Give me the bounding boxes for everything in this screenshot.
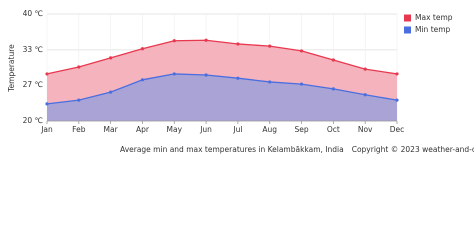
chart: Temperature Average min and max temperat… [7,9,474,154]
point [299,49,304,53]
x-tick-label: Mar [104,125,119,134]
x-tick-label: Aug [262,125,277,134]
point [109,90,113,94]
point [77,98,81,102]
x-tick-label: Apr [136,125,150,134]
x-tick-label: Feb [72,125,86,134]
legend-label: Min temp [415,25,451,34]
point [331,87,335,91]
point [236,42,240,46]
point [363,93,367,97]
caption: Average min and max temperatures in Kela… [120,145,344,154]
y-tick-label: 40 ℃ [23,9,43,18]
point [236,76,240,80]
x-tick-label: Jan [40,125,53,134]
point [172,39,176,43]
point [204,38,208,42]
point [109,56,113,60]
y-tick-label: 27 ℃ [23,80,43,89]
line [46,73,398,105]
point [45,72,49,76]
point [45,102,49,106]
copyright: Copyright © 2023 weather-and-climate.com [352,145,474,154]
point [172,72,176,76]
point [77,65,81,69]
x-tick-label: Oct [327,125,340,134]
point [299,82,304,86]
legend-swatch [404,14,411,22]
point [363,67,367,71]
point [268,80,272,84]
point [140,47,145,51]
x-tick-label: Sep [294,125,308,134]
point [331,58,335,62]
point [140,78,145,82]
legend-label: Max temp [415,13,453,22]
point [395,98,399,102]
x-tick-label: May [167,125,183,134]
y-tick-label: 20 ℃ [23,116,43,125]
point [268,44,272,48]
y-axis-label: Temperature [7,44,16,93]
x-tick-label: Jun [199,125,212,134]
x-tick-label: Jul [232,125,242,134]
x-tick-label: Nov [358,125,373,134]
y-tick-label: 33 ℃ [23,45,43,54]
x-tick-label: Dec [390,125,405,134]
line [46,39,398,75]
legend-swatch [404,26,411,34]
point [395,72,399,76]
point [204,73,208,77]
